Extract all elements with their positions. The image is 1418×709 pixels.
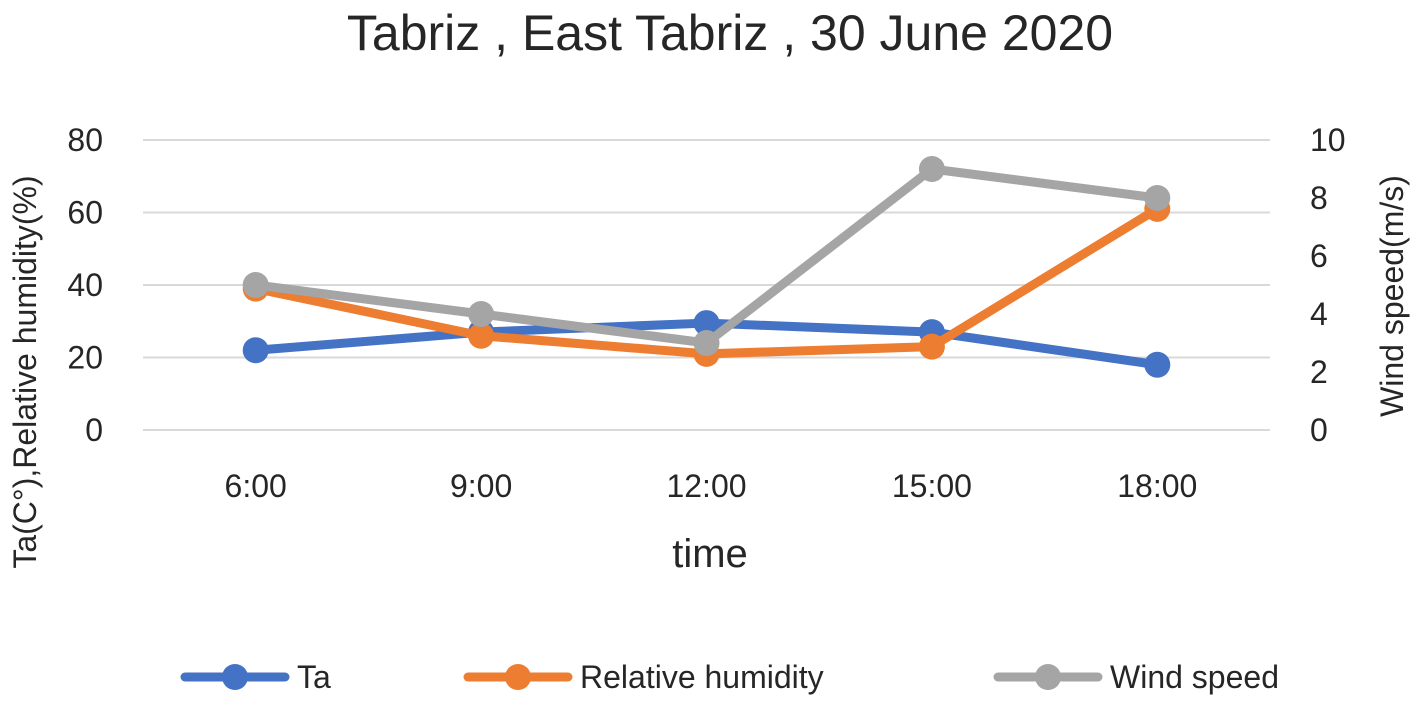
data-point-relative-humidity — [468, 322, 495, 349]
data-point-ta — [1144, 351, 1171, 378]
chart-title: Tabriz , East Tabriz , 30 June 2020 — [347, 5, 1113, 61]
y2-tick-label: 2 — [1310, 354, 1328, 390]
x-tick-label: 9:00 — [450, 468, 512, 504]
x-tick-label: 15:00 — [892, 468, 972, 504]
legend-label-relative-humidity: Relative humidity — [580, 659, 824, 695]
gridlines — [143, 139, 1270, 431]
legend-label-wind-speed: Wind speed — [1110, 659, 1279, 695]
series-wind-speed — [242, 156, 1171, 356]
x-tick-label: 18:00 — [1117, 468, 1197, 504]
y2-tick-label: 8 — [1310, 180, 1328, 216]
legend-label-ta: Ta — [297, 659, 331, 695]
left-axis-ticks: 0 20 40 60 80 — [67, 122, 103, 448]
data-point-wind-speed — [693, 330, 720, 356]
legend-item-relative-humidity: Relative humidity — [463, 659, 824, 695]
x-tick-label: 6:00 — [225, 468, 287, 504]
x-axis-ticks: 6:00 9:00 12:00 15:00 18:00 — [225, 468, 1198, 504]
legend-marker-ta — [222, 664, 248, 690]
right-axis-ticks: 0 2 4 6 8 10 — [1310, 122, 1346, 448]
x-axis-title: time — [672, 532, 748, 576]
y2-tick-label: 6 — [1310, 238, 1328, 274]
legend: Ta Relative humidity Wind speed — [180, 659, 1279, 695]
legend-marker-relative-humidity — [505, 664, 531, 690]
x-tick-label: 12:00 — [666, 468, 746, 504]
y-tick-label: 60 — [67, 195, 103, 231]
y2-tick-label: 0 — [1310, 412, 1328, 448]
data-point-wind-speed — [468, 301, 495, 327]
data-point-wind-speed — [1144, 185, 1171, 211]
y-axis-title: Ta(C°),Relative humidity(%) — [7, 175, 43, 568]
y-tick-label: 20 — [67, 340, 103, 376]
data-point-ta — [693, 310, 720, 337]
data-point-relative-humidity — [918, 333, 945, 360]
y-tick-label: 0 — [85, 412, 103, 448]
data-point-ta — [242, 337, 269, 364]
legend-marker-wind-speed — [1035, 664, 1061, 690]
y-tick-label: 40 — [67, 267, 103, 303]
series-group — [242, 156, 1171, 378]
legend-item-ta: Ta — [180, 659, 331, 695]
y2-tick-label: 4 — [1310, 296, 1328, 332]
data-point-wind-speed — [242, 272, 269, 298]
y-tick-label: 80 — [67, 122, 103, 158]
legend-item-wind-speed: Wind speed — [993, 659, 1279, 695]
y2-tick-label: 10 — [1310, 122, 1346, 158]
y2-axis-title: Wind speed(m/s) — [1374, 175, 1410, 417]
data-point-wind-speed — [918, 156, 945, 182]
